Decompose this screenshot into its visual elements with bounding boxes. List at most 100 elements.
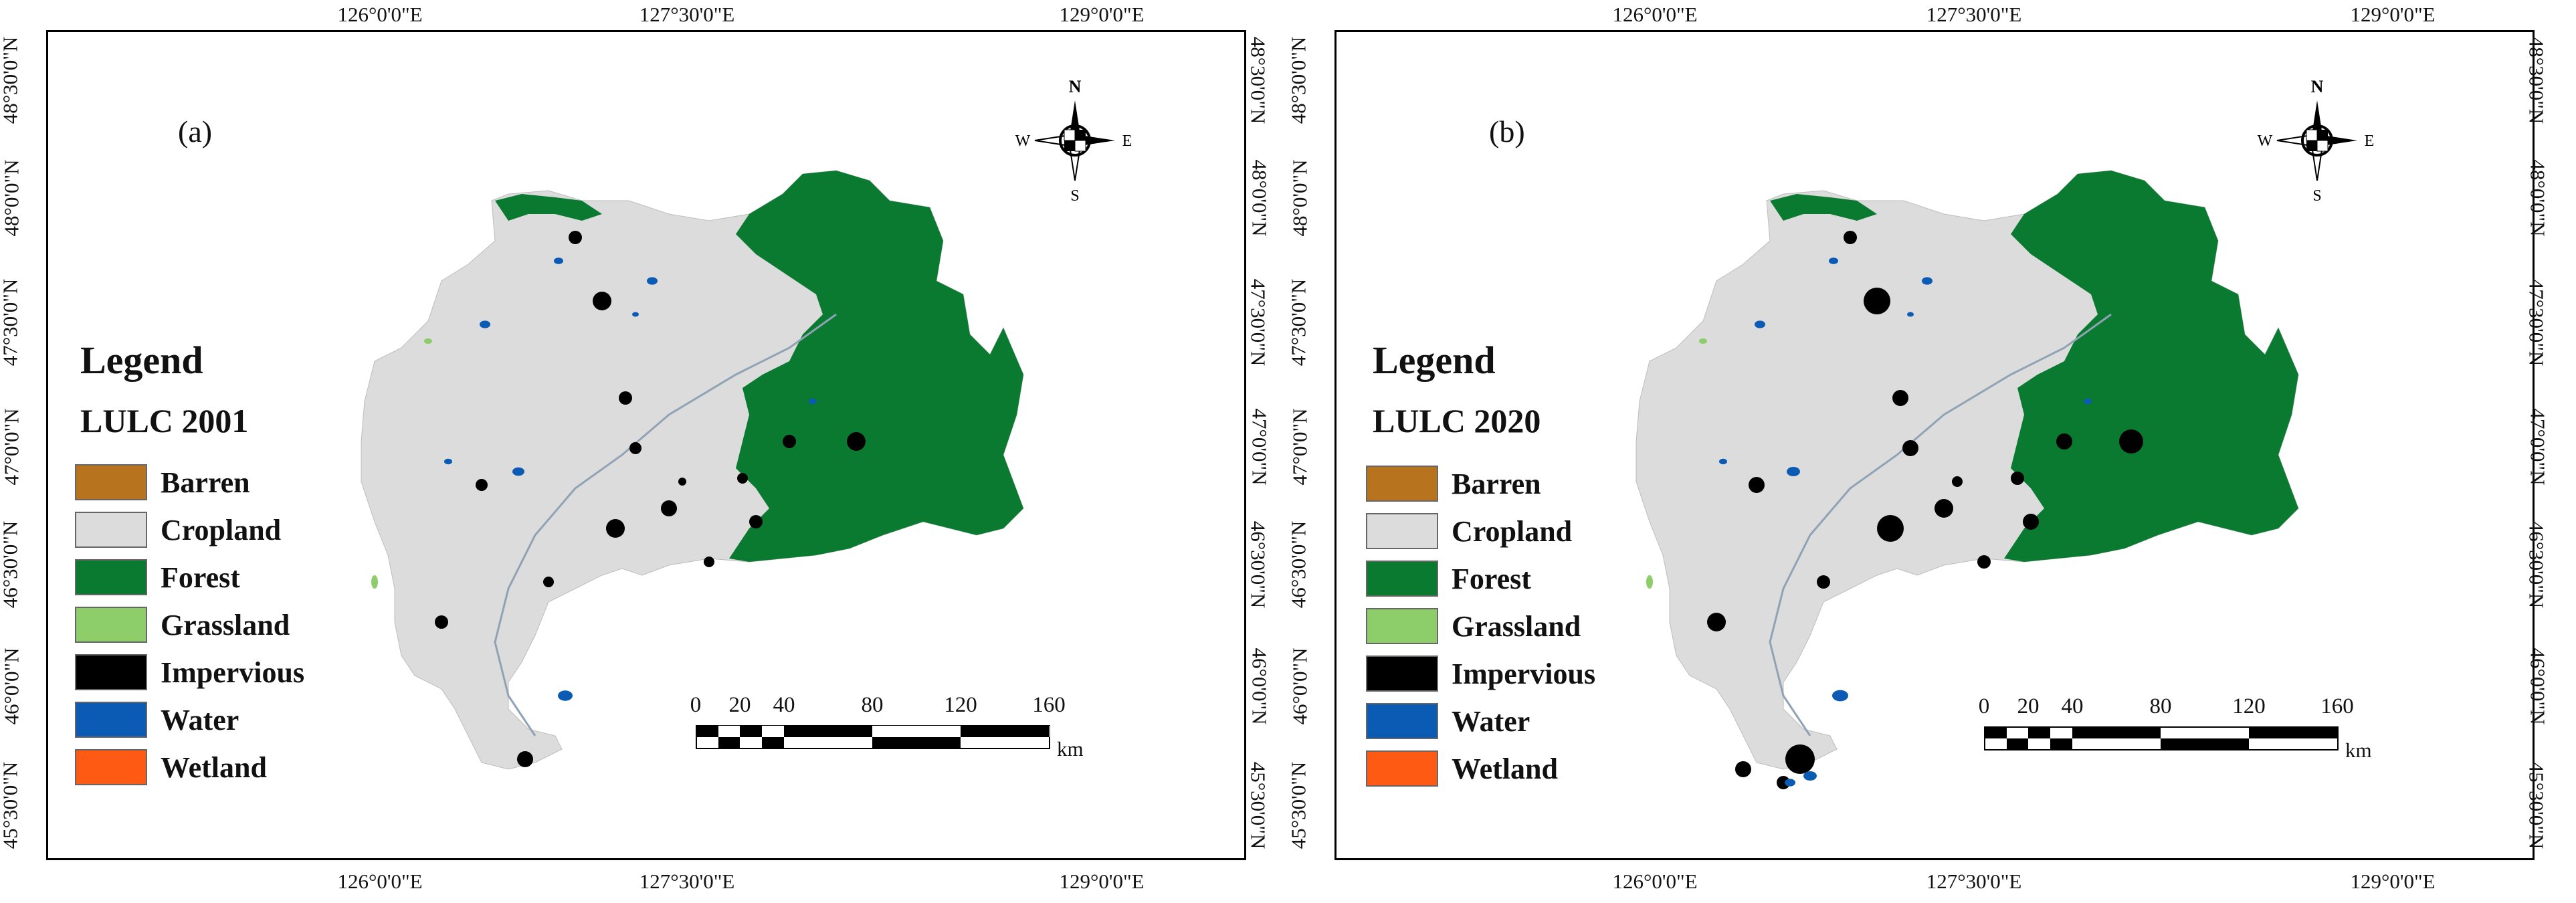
water-body [444,458,452,465]
legend-swatch [75,702,147,738]
impervious-patch [1935,499,1953,518]
legend-swatch [75,464,147,500]
legend-swatch [1366,513,1438,549]
lat-label-right: 48°30'0"N [1246,36,1270,124]
grassland-patch [1646,575,1653,589]
impervious-patch [1735,761,1751,777]
impervious-patch [629,442,641,454]
impervious-patch [2023,514,2039,530]
water-body [558,690,573,701]
impervious-patch [517,751,533,767]
impervious-patch [569,231,582,244]
legend-label: Barren [161,466,250,499]
lat-label-right: 46°30'0"N [2524,520,2549,609]
scale-tick-label: 0 [1978,694,1990,718]
legend-swatch [1366,703,1438,739]
legend-label: Water [161,704,239,736]
lat-label-left: 47°0'0"N [1288,408,1312,486]
water-body [480,320,490,328]
legend-label: Forest [161,561,240,594]
water-body [2084,398,2092,405]
compass-s: S [2312,187,2321,205]
lat-label-right: 47°30'0"N [2524,278,2549,367]
impervious-patch [2056,433,2072,449]
lat-label-left: 48°0'0"N [0,159,23,237]
lon-label-bottom: 129°0'0"E [1059,870,1145,893]
compass-w: W [1015,132,1031,150]
lon-label-bottom: 127°30'0"E [639,870,735,893]
impervious-patch [2119,429,2143,454]
impervious-patch [619,391,632,405]
lon-label-top: 129°0'0"E [2350,3,2436,26]
scale-bar-graphic [696,725,1050,749]
forest-region [729,171,1023,562]
grassland-patch [1699,338,1707,344]
impervious-patch [749,515,763,528]
legend-swatch [75,654,147,690]
impervious-patch [661,500,677,516]
impervious-patch [476,479,488,491]
water-body [512,467,524,476]
impervious-patch [606,519,625,538]
lat-label-left: 46°0'0"N [0,647,23,725]
lat-label-left: 45°30'0"N [1286,761,1310,849]
lat-label-left: 48°0'0"N [1288,159,1312,237]
legend-swatch [75,512,147,548]
lulc-map-2001 [361,170,1024,770]
legend-swatch [1366,466,1438,502]
impervious-patch [737,473,748,484]
water-body [632,312,639,317]
impervious-patch [1952,476,1963,487]
legend-swatch [1366,608,1438,644]
scale-tick-label: 80 [861,693,884,717]
impervious-patch [783,435,796,448]
scale-tick-label: 20 [728,693,751,717]
legend-subtitle: LULC 2001 [80,402,249,439]
lat-label-left: 48°30'0"N [0,36,22,124]
lon-label-bottom: 126°0'0"E [337,870,423,893]
lat-label-left: 46°30'0"N [1286,520,1310,609]
scale-tick-label: 160 [2320,694,2354,718]
legend-label: Barren [1452,468,1541,500]
legend-label: Water [1452,705,1530,738]
compass-n: N [1069,77,1082,96]
legend-label: Wetland [1452,752,1558,785]
forest-region-northwest [495,194,602,221]
water-body [1803,771,1817,781]
forest-region [2004,171,2298,562]
compass-rose-icon: N S W E [2250,74,2384,207]
water-body [647,277,658,285]
scale-unit: km [2345,738,2372,762]
legend-swatch [75,607,147,643]
water-body [1832,690,1848,702]
impervious-patch [1817,575,1830,589]
lat-label-left: 48°30'0"N [1286,36,1310,124]
lulc-map-2020 [1636,170,2299,789]
panel-letter: (b) [1489,114,1525,148]
lat-label-right: 46°30'0"N [1246,520,1270,609]
lon-label-top: 126°0'0"E [337,3,423,26]
impervious-patch [847,432,866,451]
lat-label-right: 48°0'0"N [2526,159,2550,237]
impervious-patch [1777,776,1790,789]
water-body [1829,258,1838,264]
lat-label-right: 47°30'0"N [1246,278,1270,367]
lat-label-left: 46°30'0"N [0,520,22,609]
scale-bar-graphic [1984,726,2339,750]
water-body [1785,779,1795,787]
scale-bar: 0 20 40 80 120 160 km [690,693,1124,773]
impervious-patch [1977,555,1991,569]
river-line [1769,313,2112,736]
grassland-patch [371,575,378,589]
legend-label: Forest [1452,563,1531,595]
legend-swatch [1366,561,1438,597]
compass-w: W [2258,132,2273,150]
map-panel-b: 126°0'0"E 127°30'0"E 129°0'0"E 126°0'0"E… [1286,0,2576,903]
lon-label-top: 127°30'0"E [1926,3,2022,26]
lat-label-left: 45°30'0"N [0,761,22,849]
lon-label-top: 126°0'0"E [1612,3,1698,26]
impervious-patch [593,292,611,310]
compass-s: S [1070,187,1079,205]
lat-label-left: 47°30'0"N [1286,278,1310,367]
lat-label-right: 45°30'0"N [1246,761,1270,849]
